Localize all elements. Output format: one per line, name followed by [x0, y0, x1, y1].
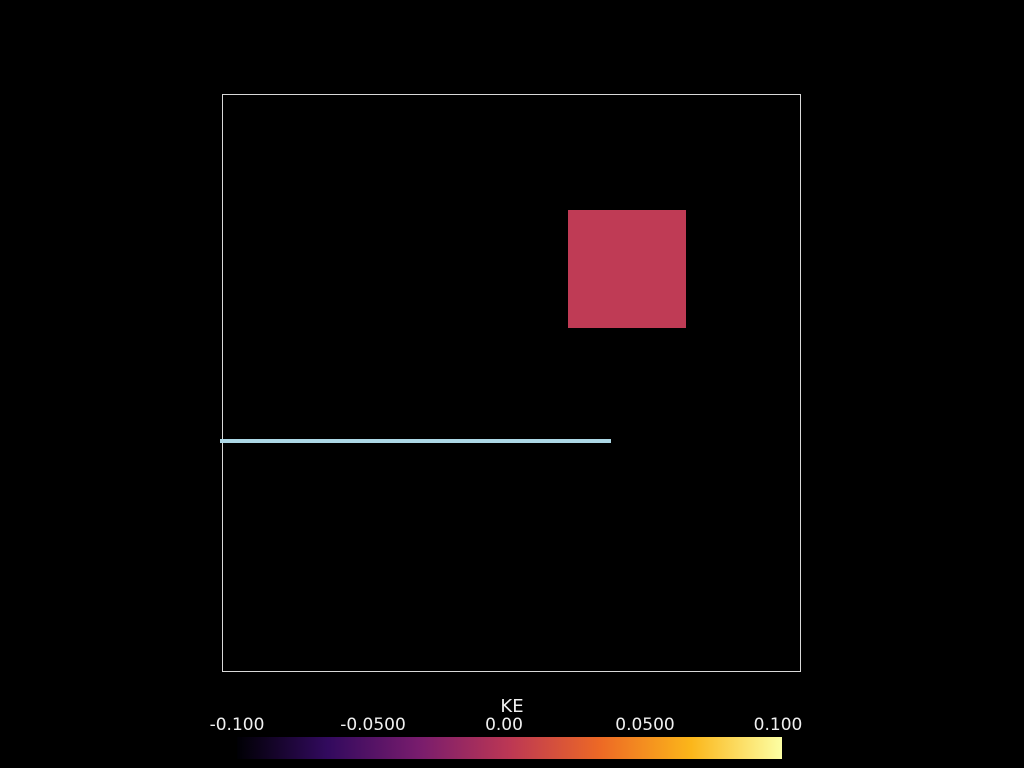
- colorbar-title: KE: [500, 696, 524, 717]
- colorbar-tick-label: -0.100: [209, 715, 265, 735]
- colorbar-tick-label: 0.0500: [615, 715, 675, 735]
- horizontal-rod: [220, 439, 611, 443]
- colorbar-tick-label: 0.100: [753, 715, 803, 735]
- colorbar-tick-label: -0.0500: [340, 715, 406, 735]
- colorbar-gradient: [237, 737, 782, 759]
- square-block: [568, 210, 686, 328]
- colorbar-tick-label: 0.00: [485, 715, 523, 735]
- domain-outline: [222, 94, 801, 672]
